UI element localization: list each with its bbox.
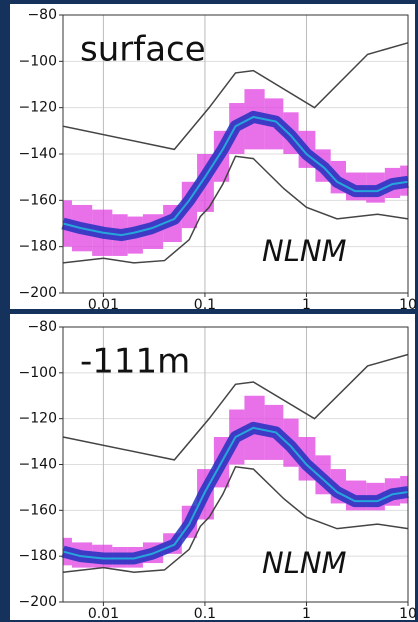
x-tick-label: 0.1 [194,297,216,313]
noise-model-line [62,353,409,461]
y-tick-label: −80 [27,7,57,23]
y-tick-label: −80 [27,319,57,335]
x-tick-label: 0.01 [88,297,119,313]
y-tick-label: −140 [19,146,57,162]
x-tick-label: 10 [399,606,417,622]
y-tick-label: −200 [19,594,57,610]
x-tick-label: 1 [302,297,311,313]
panel-label: surface [80,30,206,70]
annotation: NLNM [262,546,347,580]
y-tick-label: −120 [19,100,57,116]
noise-model-line [62,465,409,573]
y-tick-label: −120 [19,411,57,427]
y-tick-label: −140 [19,457,57,473]
x-tick-label: 0.1 [194,606,216,622]
noise-model-line [62,42,409,151]
density-peak [62,115,409,237]
plot-frame [62,14,409,294]
y-tick-label: −160 [19,192,57,208]
x-tick-label: 10 [399,297,417,313]
x-tick-label: 0.01 [88,606,119,622]
noise-model-line [62,155,409,264]
y-tick-label: −160 [19,502,57,518]
y-tick-label: −180 [19,239,57,255]
y-tick-label: −100 [19,365,57,381]
y-tick-label: −200 [19,285,57,301]
plot-frame [62,326,409,603]
panel-label: -111m [80,342,190,382]
annotation: NLNM [262,234,347,268]
x-tick-label: 1 [302,606,311,622]
y-tick-label: −180 [19,548,57,564]
y-tick-label: −100 [19,53,57,69]
density-peak [62,426,409,560]
